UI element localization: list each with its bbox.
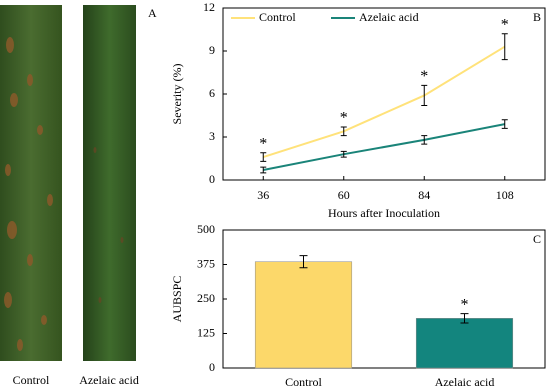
leaf-caption: Azelaic acid [79, 373, 139, 387]
legend-label: Azelaic acid [359, 10, 419, 24]
error-bar [299, 255, 308, 269]
x-tick-label: Control [285, 375, 322, 389]
y-tick-label: 9 [209, 43, 215, 57]
y-axis-label: Severity (%) [170, 64, 184, 125]
error-bar [460, 313, 469, 324]
error-bar [421, 135, 428, 145]
error-bar [260, 166, 267, 174]
significance-mark: * [340, 110, 348, 127]
x-tick-label: 36 [257, 188, 269, 202]
leaf-control [0, 5, 62, 361]
error-bar [260, 152, 267, 162]
bar [415, 318, 514, 369]
leaf-caption: Control [13, 373, 50, 387]
panel-label: C [533, 232, 541, 246]
error-bar [340, 150, 347, 158]
y-axis-label: AUBSPC [170, 276, 184, 323]
y-tick-label: 375 [197, 256, 215, 270]
error-bar [501, 33, 508, 61]
y-tick-label: 0 [209, 360, 215, 374]
y-tick-label: 500 [197, 222, 215, 236]
error-bar [501, 119, 508, 129]
significance-mark: * [501, 16, 509, 33]
x-tick-label: 108 [496, 188, 514, 202]
y-tick-label: 3 [209, 129, 215, 143]
series-line [263, 123, 505, 171]
panel-label: B [533, 10, 541, 24]
x-tick-label: Azelaic acid [435, 375, 495, 389]
bar [254, 261, 353, 369]
significance-mark: * [259, 135, 267, 152]
y-tick-label: 0 [209, 172, 215, 186]
leaf-azelaic [83, 5, 136, 361]
error-bar [421, 84, 428, 106]
series-line [262, 45, 506, 159]
x-tick-label: 60 [338, 188, 350, 202]
significance-mark: * [461, 296, 469, 313]
legend-label: Control [259, 10, 296, 24]
error-bar [340, 126, 347, 137]
x-tick-label: 84 [418, 188, 430, 202]
significance-mark: * [420, 68, 428, 85]
y-tick-label: 250 [197, 291, 215, 305]
x-axis-label: Hours after Inoculation [328, 206, 440, 220]
y-tick-label: 125 [197, 325, 215, 339]
y-tick-label: 12 [203, 0, 215, 14]
y-tick-label: 6 [209, 86, 215, 100]
panel-label: A [148, 6, 157, 20]
